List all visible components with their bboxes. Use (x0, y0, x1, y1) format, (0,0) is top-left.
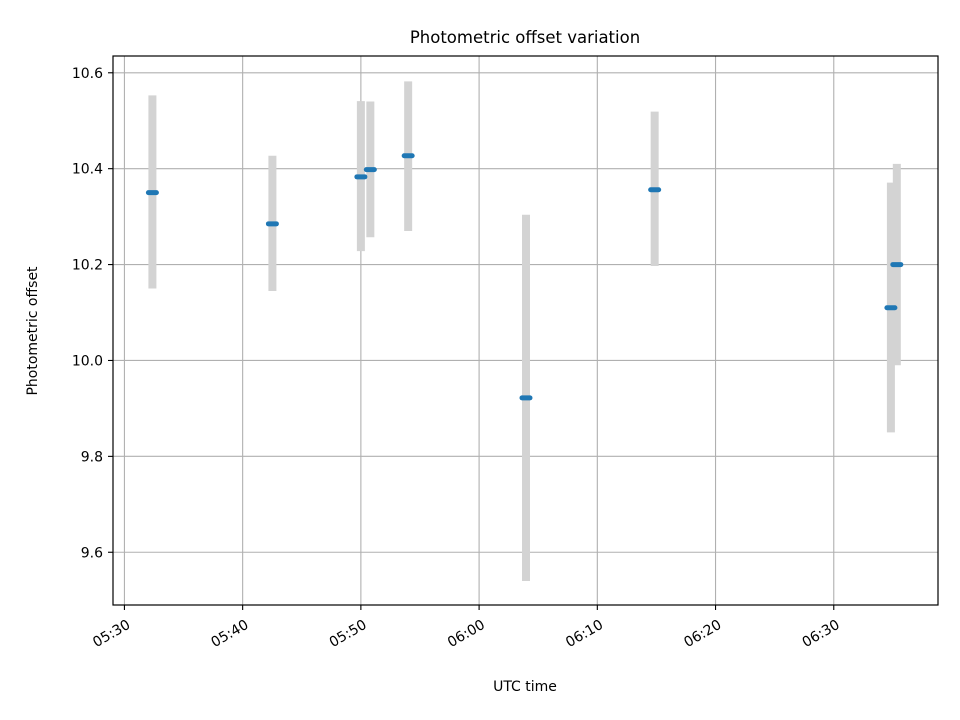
y-tick-label: 10.2 (72, 258, 103, 274)
plot-area-frame (112, 55, 939, 606)
y-axis-label: Photometric offset (25, 266, 41, 396)
data-points (145, 153, 904, 401)
y-tick-label: 10.6 (72, 66, 103, 82)
y-tick-label: 10.4 (72, 162, 103, 178)
y-tick-label: 9.8 (81, 449, 103, 465)
y-axis: 9.6 9.8 10.0 10.2 10.4 10.6 (72, 66, 113, 561)
y-tick-label: 9.6 (81, 545, 103, 561)
x-axis-label: UTC time (493, 679, 557, 695)
chart-title: Photometric offset variation (410, 28, 640, 47)
y-tick-label: 10.0 (72, 353, 103, 369)
